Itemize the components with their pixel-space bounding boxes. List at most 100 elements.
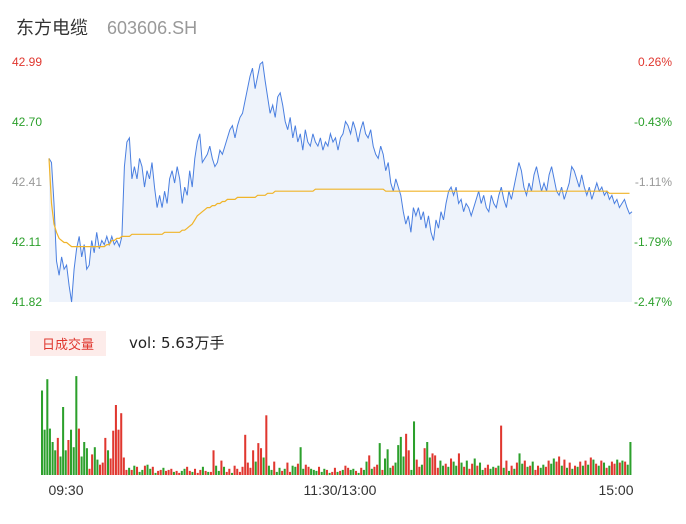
volume-bar: [304, 464, 307, 475]
volume-bar: [370, 468, 373, 475]
volume-bar: [278, 467, 281, 475]
volume-bar: [48, 428, 51, 475]
volume-bar: [207, 471, 210, 475]
volume-bar: [558, 456, 561, 475]
y-right-tick-label: 0.26%: [638, 55, 672, 69]
volume-bar: [209, 471, 212, 475]
volume-bar: [43, 429, 46, 475]
volume-bar: [238, 471, 241, 475]
price-area-fill: [49, 62, 632, 302]
volume-bar: [220, 460, 223, 475]
volume-bar: [447, 466, 450, 475]
volume-bar: [93, 447, 96, 475]
volume-bar: [201, 466, 204, 475]
volume-bar: [56, 437, 59, 475]
volume-bar: [502, 467, 505, 475]
volume-bar: [217, 470, 220, 475]
volume-bar: [500, 425, 503, 475]
volume-bar: [141, 469, 144, 476]
volume-bar: [267, 465, 270, 475]
volume-bar: [587, 464, 590, 475]
volume-bar: [312, 469, 315, 476]
volume-bar: [125, 469, 128, 476]
volume-bar: [331, 471, 334, 475]
volume-bar: [592, 459, 595, 475]
volume-bar: [405, 433, 408, 475]
x-tick-label: 09:30: [48, 482, 83, 498]
volume-bar: [302, 468, 305, 475]
volume-bar: [389, 467, 392, 475]
volume-bar: [120, 413, 123, 475]
volume-bar: [613, 463, 616, 475]
volume-bar: [133, 465, 136, 475]
volume-bar: [307, 466, 310, 475]
volume-bar: [151, 466, 154, 475]
volume-bar: [228, 468, 231, 475]
volume-bar: [566, 467, 569, 475]
volume-bar: [170, 468, 173, 475]
volume-bar: [336, 471, 339, 475]
volume-bar: [88, 468, 91, 475]
y-tick-label: 42.99: [12, 55, 42, 69]
volume-bar: [231, 472, 234, 475]
volume-bar: [434, 455, 437, 475]
volume-bar: [571, 468, 574, 475]
price-line: [48, 61, 633, 303]
volume-bar: [457, 453, 460, 475]
volume-bar: [107, 450, 110, 475]
volume-bar: [149, 468, 152, 475]
volume-bar: [130, 469, 133, 476]
volume-bar: [376, 464, 379, 475]
volume-bar: [616, 459, 619, 475]
volume-bar: [600, 460, 603, 475]
volume-bar: [154, 472, 157, 475]
volume-bar: [368, 455, 371, 475]
volume-bar: [436, 467, 439, 475]
volume-bar: [315, 470, 318, 475]
volume-bar: [157, 470, 160, 475]
volume-bar: [333, 467, 336, 475]
volume-bar: [51, 442, 54, 475]
volume-bar: [70, 429, 73, 475]
volume-bar: [260, 448, 263, 475]
volume-bar: [397, 445, 400, 475]
volume-bar: [180, 470, 183, 475]
volume-bar: [579, 461, 582, 475]
volume-bar: [442, 465, 445, 475]
volume-label-badge: 日成交量: [30, 331, 107, 356]
volume-bar: [246, 462, 249, 475]
volume-bar: [510, 465, 513, 475]
volume-bar: [196, 472, 199, 475]
volume-bar: [492, 466, 495, 475]
volume-bar: [610, 461, 613, 475]
volume-bar: [402, 456, 405, 475]
volume-bar: [146, 464, 149, 475]
chart-header: 东方电缆 603606.SH: [16, 14, 197, 40]
volume-bar: [494, 467, 497, 475]
volume-bar: [497, 465, 500, 475]
volume-bar: [270, 469, 273, 476]
volume-bar: [624, 461, 627, 475]
volume-bar: [328, 472, 331, 475]
volume-bar: [574, 465, 577, 475]
volume-bar: [455, 465, 458, 475]
volume-bar: [323, 468, 326, 475]
volume-bar: [515, 462, 518, 475]
volume-bar: [550, 463, 553, 475]
volume-bar: [589, 457, 592, 475]
avg-price-line: [48, 158, 630, 248]
volume-bar: [391, 465, 394, 475]
volume-bar: [114, 405, 117, 475]
volume-bar: [194, 468, 197, 475]
stock-name: 东方电缆: [16, 18, 88, 39]
volume-bar: [85, 448, 88, 475]
volume-bar: [473, 458, 476, 475]
volume-bar: [581, 465, 584, 475]
volume-bar: [262, 457, 265, 475]
volume-bar: [484, 467, 487, 475]
volume-bar: [339, 470, 342, 475]
volume-bar: [349, 469, 352, 476]
volume-bar: [273, 461, 276, 475]
volume-bar: [252, 450, 255, 475]
